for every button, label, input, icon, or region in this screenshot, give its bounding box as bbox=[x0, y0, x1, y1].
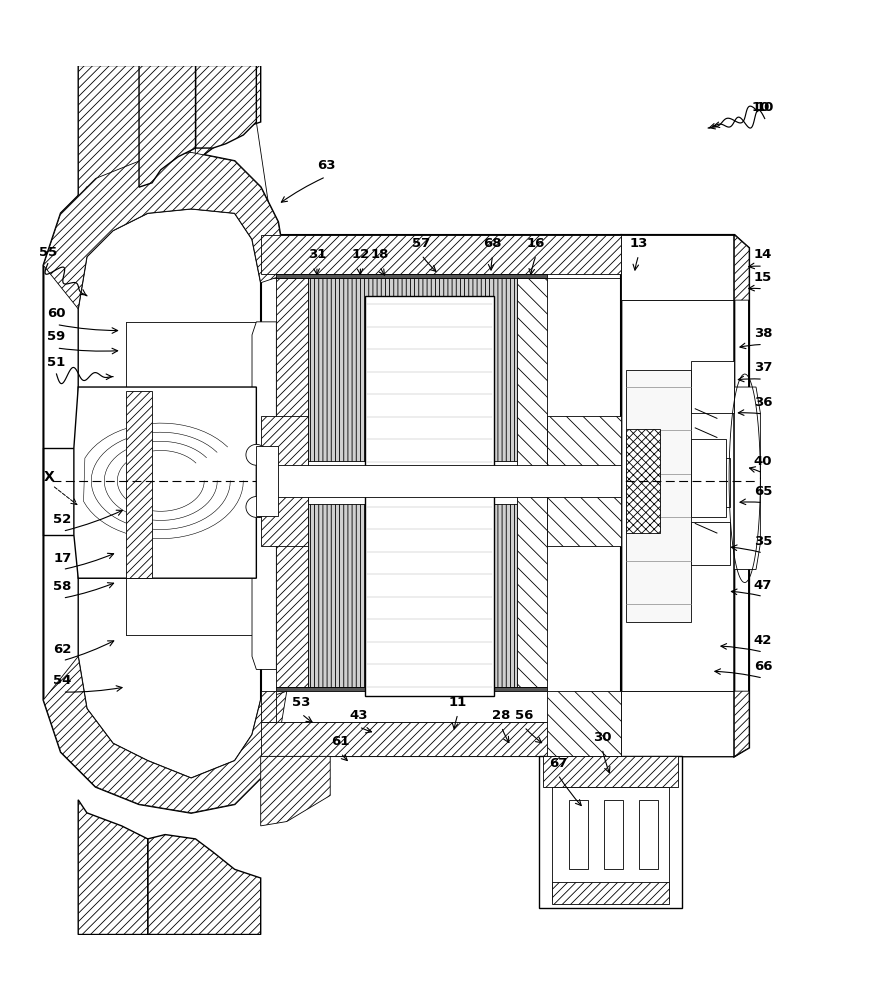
Text: 47: 47 bbox=[753, 579, 773, 592]
Polygon shape bbox=[552, 882, 669, 904]
Text: 36: 36 bbox=[753, 396, 773, 409]
Polygon shape bbox=[276, 274, 547, 278]
Bar bbox=[691, 439, 726, 517]
Polygon shape bbox=[276, 278, 308, 687]
Bar bbox=[365, 296, 494, 696]
Polygon shape bbox=[148, 66, 261, 165]
Polygon shape bbox=[261, 756, 330, 826]
Text: 68: 68 bbox=[483, 237, 502, 250]
Polygon shape bbox=[43, 152, 287, 813]
Polygon shape bbox=[308, 278, 517, 461]
Text: 15: 15 bbox=[753, 271, 773, 284]
Text: 62: 62 bbox=[53, 643, 72, 656]
Polygon shape bbox=[691, 522, 730, 565]
Polygon shape bbox=[256, 448, 276, 517]
Polygon shape bbox=[543, 756, 678, 787]
Text: 66: 66 bbox=[753, 660, 773, 673]
Text: 51: 51 bbox=[47, 356, 66, 369]
Polygon shape bbox=[43, 656, 287, 813]
Polygon shape bbox=[276, 687, 547, 691]
Polygon shape bbox=[539, 756, 682, 908]
Text: 60: 60 bbox=[47, 307, 66, 320]
Text: 14: 14 bbox=[753, 248, 773, 261]
Polygon shape bbox=[734, 235, 749, 756]
Circle shape bbox=[246, 444, 267, 465]
Text: 16: 16 bbox=[527, 237, 546, 250]
Polygon shape bbox=[552, 787, 669, 900]
Text: 17: 17 bbox=[53, 552, 72, 565]
Bar bbox=[639, 800, 658, 869]
Text: 28: 28 bbox=[492, 709, 511, 722]
Bar bbox=[261, 465, 621, 497]
Text: 11: 11 bbox=[448, 696, 468, 709]
Polygon shape bbox=[43, 152, 287, 309]
Polygon shape bbox=[621, 235, 747, 756]
Polygon shape bbox=[621, 691, 734, 756]
Circle shape bbox=[246, 497, 267, 517]
Text: 58: 58 bbox=[53, 580, 72, 593]
Polygon shape bbox=[78, 209, 261, 778]
Polygon shape bbox=[734, 691, 749, 756]
Polygon shape bbox=[78, 66, 148, 200]
Text: 18: 18 bbox=[370, 248, 389, 261]
Polygon shape bbox=[148, 835, 261, 934]
Bar bbox=[626, 370, 691, 622]
Text: 54: 54 bbox=[53, 674, 72, 687]
Text: 53: 53 bbox=[292, 696, 311, 709]
Polygon shape bbox=[547, 416, 621, 546]
Polygon shape bbox=[261, 722, 621, 756]
Bar bbox=[261, 235, 621, 756]
Text: X: X bbox=[43, 470, 54, 484]
Text: 55: 55 bbox=[38, 246, 57, 259]
Text: 56: 56 bbox=[514, 709, 534, 722]
Polygon shape bbox=[691, 458, 730, 507]
Text: 59: 59 bbox=[47, 330, 66, 343]
Bar bbox=[604, 800, 623, 869]
Polygon shape bbox=[256, 446, 278, 516]
Polygon shape bbox=[196, 66, 256, 148]
Text: 57: 57 bbox=[412, 237, 431, 250]
Text: 13: 13 bbox=[629, 237, 648, 250]
Polygon shape bbox=[126, 391, 152, 578]
Polygon shape bbox=[734, 235, 749, 300]
Polygon shape bbox=[621, 235, 734, 300]
Text: 35: 35 bbox=[753, 535, 773, 548]
Polygon shape bbox=[517, 278, 547, 687]
Polygon shape bbox=[261, 691, 276, 722]
Text: 67: 67 bbox=[548, 757, 567, 770]
Polygon shape bbox=[74, 387, 256, 578]
Polygon shape bbox=[547, 691, 621, 756]
Text: 43: 43 bbox=[349, 709, 368, 722]
Polygon shape bbox=[252, 322, 276, 669]
Text: 65: 65 bbox=[753, 485, 773, 498]
Text: 10: 10 bbox=[751, 101, 770, 114]
Polygon shape bbox=[78, 800, 148, 934]
Bar bbox=[691, 361, 734, 413]
Text: 52: 52 bbox=[53, 513, 72, 526]
Polygon shape bbox=[139, 66, 196, 187]
Text: 10: 10 bbox=[755, 101, 774, 114]
Text: 31: 31 bbox=[308, 248, 327, 261]
Polygon shape bbox=[261, 416, 308, 546]
Text: 63: 63 bbox=[316, 159, 335, 172]
Polygon shape bbox=[734, 387, 760, 570]
Text: 37: 37 bbox=[753, 361, 773, 374]
Text: 42: 42 bbox=[753, 634, 773, 647]
Text: 61: 61 bbox=[331, 735, 350, 748]
Text: 38: 38 bbox=[753, 327, 773, 340]
Text: 12: 12 bbox=[351, 248, 370, 261]
Text: 40: 40 bbox=[753, 455, 773, 468]
Polygon shape bbox=[626, 429, 660, 533]
Bar bbox=[569, 800, 588, 869]
Polygon shape bbox=[308, 504, 517, 687]
Polygon shape bbox=[261, 235, 621, 274]
Text: 30: 30 bbox=[593, 731, 612, 744]
